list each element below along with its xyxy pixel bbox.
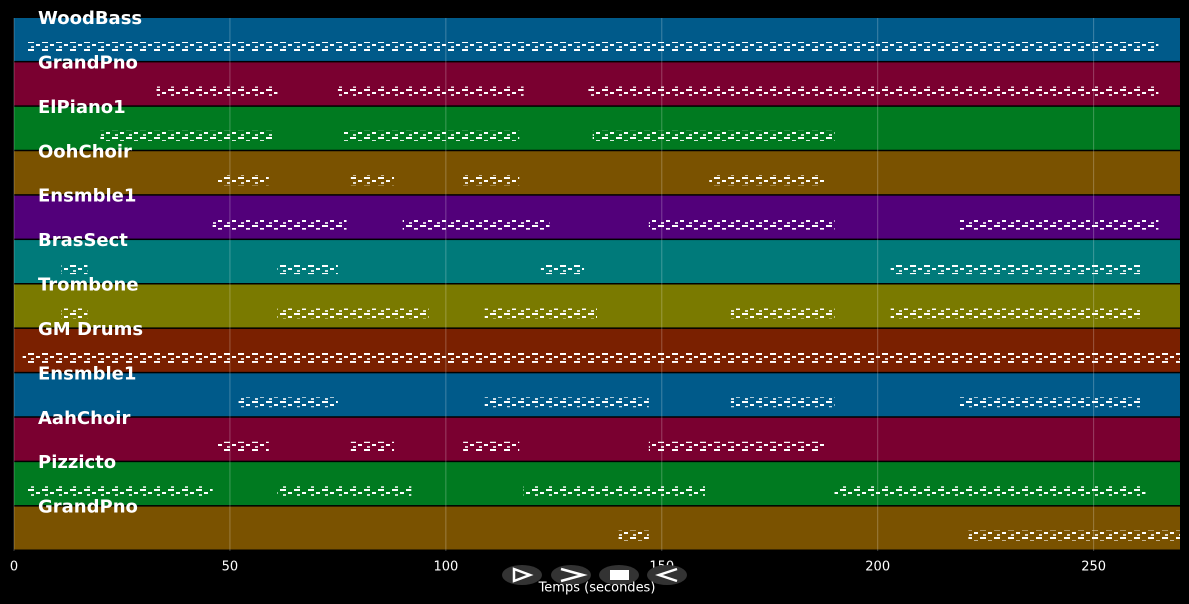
note-segment xyxy=(100,130,274,141)
x-tick-label: 250 xyxy=(1081,560,1106,575)
note-segment xyxy=(709,175,826,186)
note-segment xyxy=(730,397,835,408)
note-segment xyxy=(350,175,395,186)
track-name: Pizzicto xyxy=(38,452,116,473)
note-segment xyxy=(337,86,524,97)
note-segment xyxy=(26,42,1159,52)
note-segment xyxy=(61,308,88,319)
track-lane xyxy=(14,373,1180,417)
transport-controls xyxy=(502,565,687,585)
note-segment xyxy=(540,264,585,275)
note-segment xyxy=(216,441,269,452)
note-segment xyxy=(463,441,520,452)
track-name: Trombone xyxy=(38,275,139,296)
note-segment xyxy=(342,130,520,141)
note-segment xyxy=(156,86,278,97)
note-segment xyxy=(618,530,649,541)
track-name: GrandPno xyxy=(38,497,138,518)
track-name: AahChoir xyxy=(38,408,130,429)
note-segment xyxy=(959,219,1159,230)
note-segment xyxy=(592,130,835,141)
note-segment xyxy=(834,486,1146,497)
note-segment xyxy=(277,308,429,319)
note-segment xyxy=(484,308,597,319)
track-lane xyxy=(14,328,1180,372)
note-segment xyxy=(277,486,412,497)
note-segment xyxy=(484,397,649,408)
track-name: Ensmble1 xyxy=(38,186,136,207)
x-tick-label: 50 xyxy=(222,560,239,575)
note-segment xyxy=(730,308,835,319)
x-tick-label: 200 xyxy=(865,560,890,575)
track-name: OohChoir xyxy=(38,141,132,162)
note-segment xyxy=(212,219,347,230)
track-lane xyxy=(14,195,1180,239)
track-lane xyxy=(14,462,1180,506)
track-lane xyxy=(14,240,1180,283)
note-segment xyxy=(238,397,338,408)
note-segment xyxy=(463,175,520,186)
note-segment xyxy=(350,441,395,452)
tracks xyxy=(14,18,1180,550)
note-segment xyxy=(22,352,1180,363)
note-segment xyxy=(648,441,826,452)
note-segment xyxy=(968,530,1180,541)
note-segment xyxy=(588,86,1159,97)
track-name: BrasSect xyxy=(38,230,128,251)
track-lane xyxy=(14,18,1180,61)
note-segment xyxy=(648,219,835,230)
x-tick-label: 0 xyxy=(10,560,18,575)
track-name: ElPiano1 xyxy=(38,97,126,118)
grid: 050100150200250 xyxy=(10,18,1106,575)
track-lane xyxy=(14,417,1180,461)
note-segment xyxy=(890,264,1142,275)
rewind-button[interactable] xyxy=(647,565,687,585)
note-segment xyxy=(61,264,88,275)
track-lane xyxy=(14,506,1180,550)
track-name: Ensmble1 xyxy=(38,363,136,384)
stop-button[interactable] xyxy=(599,565,639,585)
note-segment xyxy=(402,219,550,230)
x-tick-label: 100 xyxy=(433,560,458,575)
track-name: GM Drums xyxy=(38,319,143,340)
track-lane xyxy=(14,106,1180,150)
track-lane xyxy=(14,284,1180,328)
note-segment xyxy=(277,264,338,275)
forward-button[interactable] xyxy=(551,565,591,585)
note-segment xyxy=(523,486,705,497)
track-lane xyxy=(14,151,1180,195)
note-segment xyxy=(890,308,1142,319)
track-name: WoodBass xyxy=(38,8,142,29)
track-lane xyxy=(14,62,1180,106)
labels: WoodBass GrandPno ElPiano1 OohChoir Ensmble1… xyxy=(38,8,143,518)
note-segment xyxy=(216,175,269,186)
play-button[interactable] xyxy=(502,565,542,585)
note-segment xyxy=(959,397,1142,408)
x-axis-label: Temps (secondes) xyxy=(538,581,656,596)
track-name: GrandPno xyxy=(38,52,138,73)
note-segment xyxy=(26,486,213,497)
